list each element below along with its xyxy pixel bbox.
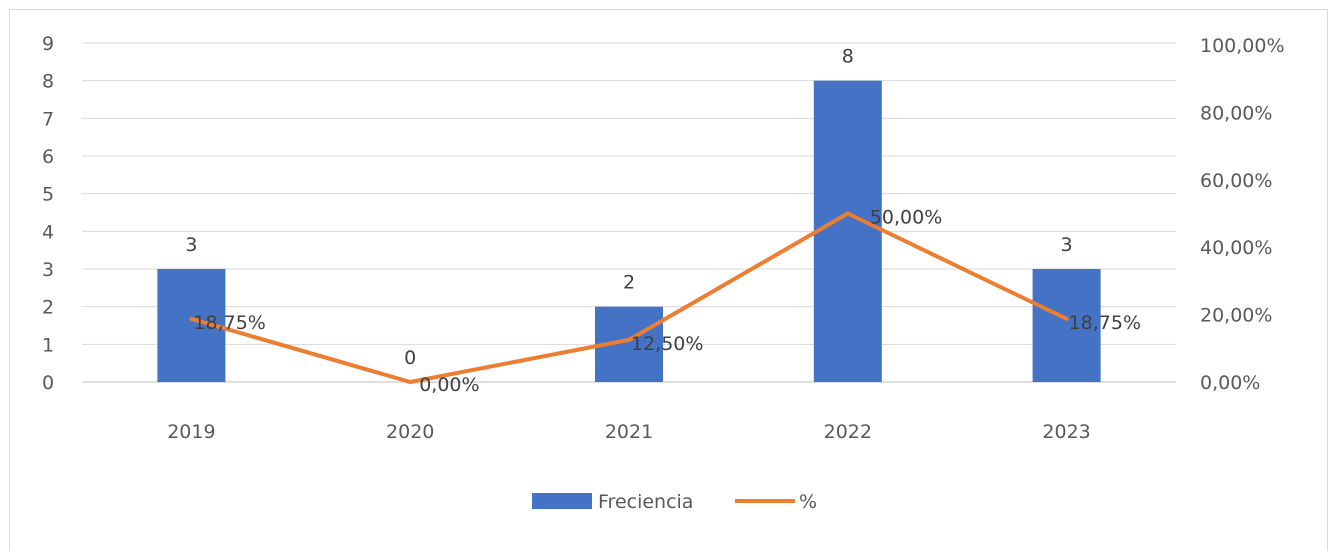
right-axis-ticks: 0,00% 20,00% 40,00% 60,00% 80,00% 100,00% <box>1200 35 1285 394</box>
left-tick-label: 7 <box>42 108 54 130</box>
legend-label-freciencia: Freciencia <box>598 491 693 513</box>
right-tick-label: 80,00% <box>1200 102 1272 124</box>
chart-frame <box>9 9 1328 551</box>
bar-data-label: 8 <box>842 46 854 68</box>
line-data-label: 18,75% <box>1069 312 1141 334</box>
line-series <box>189 211 1069 384</box>
category-label: 2022 <box>824 421 872 443</box>
bar-data-labels: 3 0 2 8 3 <box>185 46 1072 369</box>
legend: Freciencia % <box>532 491 817 513</box>
bar <box>1032 269 1101 382</box>
category-label: 2020 <box>386 421 434 443</box>
line-data-label: 0,00% <box>419 374 479 396</box>
right-tick-label: 0,00% <box>1200 372 1260 394</box>
category-label: 2019 <box>167 421 215 443</box>
left-tick-label: 5 <box>42 184 54 206</box>
category-label: 2023 <box>1042 421 1090 443</box>
right-tick-label: 60,00% <box>1200 170 1272 192</box>
left-tick-label: 4 <box>42 221 54 243</box>
left-axis-ticks: 0 1 2 3 4 5 6 7 8 9 <box>42 33 54 394</box>
left-tick-label: 3 <box>42 259 54 281</box>
left-tick-label: 1 <box>42 334 54 356</box>
bar <box>813 80 882 383</box>
legend-label-percent: % <box>799 491 817 513</box>
bar-data-label: 3 <box>185 234 197 256</box>
bar-data-label: 0 <box>404 347 416 369</box>
gridlines <box>82 42 1176 383</box>
left-tick-label: 2 <box>42 297 54 319</box>
line-data-label: 12,50% <box>631 333 703 355</box>
left-tick-label: 9 <box>42 33 54 55</box>
category-label: 2021 <box>605 421 653 443</box>
left-tick-label: 0 <box>42 372 54 394</box>
percent-line <box>189 211 1069 384</box>
line-data-labels: 18,75% 0,00% 12,50% 50,00% 18,75% <box>193 207 1141 397</box>
line-data-label: 18,75% <box>193 312 265 334</box>
left-tick-label: 8 <box>42 71 54 93</box>
right-tick-label: 40,00% <box>1200 237 1272 259</box>
category-axis-labels: 2019 2020 2021 2022 2023 <box>167 421 1091 443</box>
line-data-label: 50,00% <box>870 207 942 229</box>
right-tick-label: 20,00% <box>1200 305 1272 327</box>
right-tick-label: 100,00% <box>1200 35 1285 57</box>
legend-swatch-freciencia <box>532 493 592 509</box>
bar-data-label: 2 <box>623 272 635 294</box>
bar-data-label: 3 <box>1061 234 1073 256</box>
left-tick-label: 6 <box>42 146 54 168</box>
